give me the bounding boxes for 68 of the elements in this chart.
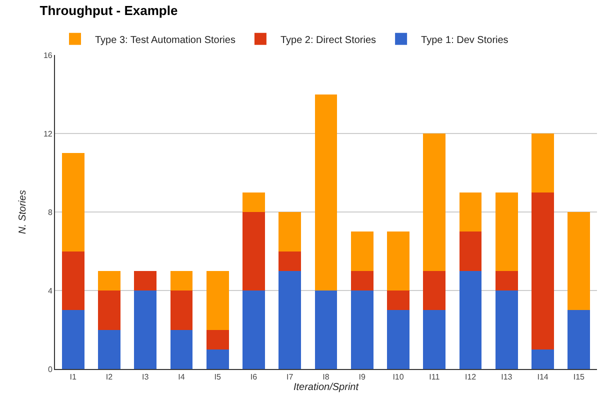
x-tick-label: I2 xyxy=(106,372,114,382)
y-tick-label: 0 xyxy=(48,364,53,374)
x-tick-label: I9 xyxy=(358,372,366,382)
bar xyxy=(459,192,482,232)
bar xyxy=(532,134,554,192)
bar xyxy=(98,330,120,369)
x-tick-label: I7 xyxy=(286,372,294,382)
bar xyxy=(206,330,229,350)
bar xyxy=(387,290,410,310)
bar xyxy=(278,251,302,271)
bar xyxy=(423,270,446,310)
bar xyxy=(170,330,193,369)
x-tick-label: I3 xyxy=(142,372,150,382)
legend-label: Type 1: Dev Stories xyxy=(421,34,508,46)
bar xyxy=(206,270,229,330)
x-tick-label: I14 xyxy=(537,372,549,382)
x-axis-title: Iteration/Sprint xyxy=(293,382,360,394)
bar xyxy=(278,270,302,369)
bar xyxy=(134,290,157,369)
x-tick-label: I5 xyxy=(214,372,222,382)
bar xyxy=(206,349,229,369)
x-tick-label: I13 xyxy=(501,372,513,382)
bar xyxy=(62,153,84,252)
bar xyxy=(495,192,518,271)
bar xyxy=(170,270,193,290)
bar xyxy=(98,270,120,290)
bar xyxy=(350,290,374,369)
bar xyxy=(387,232,410,290)
bar xyxy=(62,310,84,369)
bar xyxy=(242,212,265,290)
bar xyxy=(495,270,518,290)
bar xyxy=(242,192,265,212)
x-tick-label: I8 xyxy=(322,372,330,382)
x-tick-label: I4 xyxy=(178,372,186,382)
x-tick-label: I10 xyxy=(392,372,404,382)
y-tick-label: 8 xyxy=(48,208,53,217)
bar xyxy=(170,290,193,330)
bar xyxy=(459,232,482,271)
x-tick-label: I15 xyxy=(573,372,586,382)
bar xyxy=(134,270,157,290)
x-tick-label: I6 xyxy=(250,372,258,382)
x-tick-label: I11 xyxy=(429,372,440,382)
bar xyxy=(423,310,446,369)
bar xyxy=(532,349,554,369)
bar xyxy=(459,270,482,369)
y-tick-label: 16 xyxy=(43,50,53,60)
x-tick-label: I1 xyxy=(70,372,77,382)
chart-title: Throughput - Example xyxy=(40,3,178,18)
bar xyxy=(387,310,410,369)
bar xyxy=(242,290,265,369)
bar xyxy=(532,192,554,350)
bar xyxy=(314,290,338,369)
bar xyxy=(495,290,518,369)
legend-label: Type 2: Direct Stories xyxy=(280,34,376,46)
bar xyxy=(568,310,590,369)
bar xyxy=(423,134,446,271)
bar xyxy=(350,232,374,271)
y-tick-label: 12 xyxy=(43,129,53,138)
y-axis-title: N. Stories xyxy=(17,190,28,234)
bar xyxy=(278,212,302,252)
x-tick-label: I12 xyxy=(464,372,477,382)
y-tick-label: 4 xyxy=(48,286,53,296)
bar xyxy=(62,251,84,310)
bar xyxy=(98,290,120,330)
bar xyxy=(568,212,590,310)
bar xyxy=(350,270,374,290)
legend-label: Type 3: Test Automation Stories xyxy=(95,34,236,46)
bar xyxy=(314,94,338,290)
